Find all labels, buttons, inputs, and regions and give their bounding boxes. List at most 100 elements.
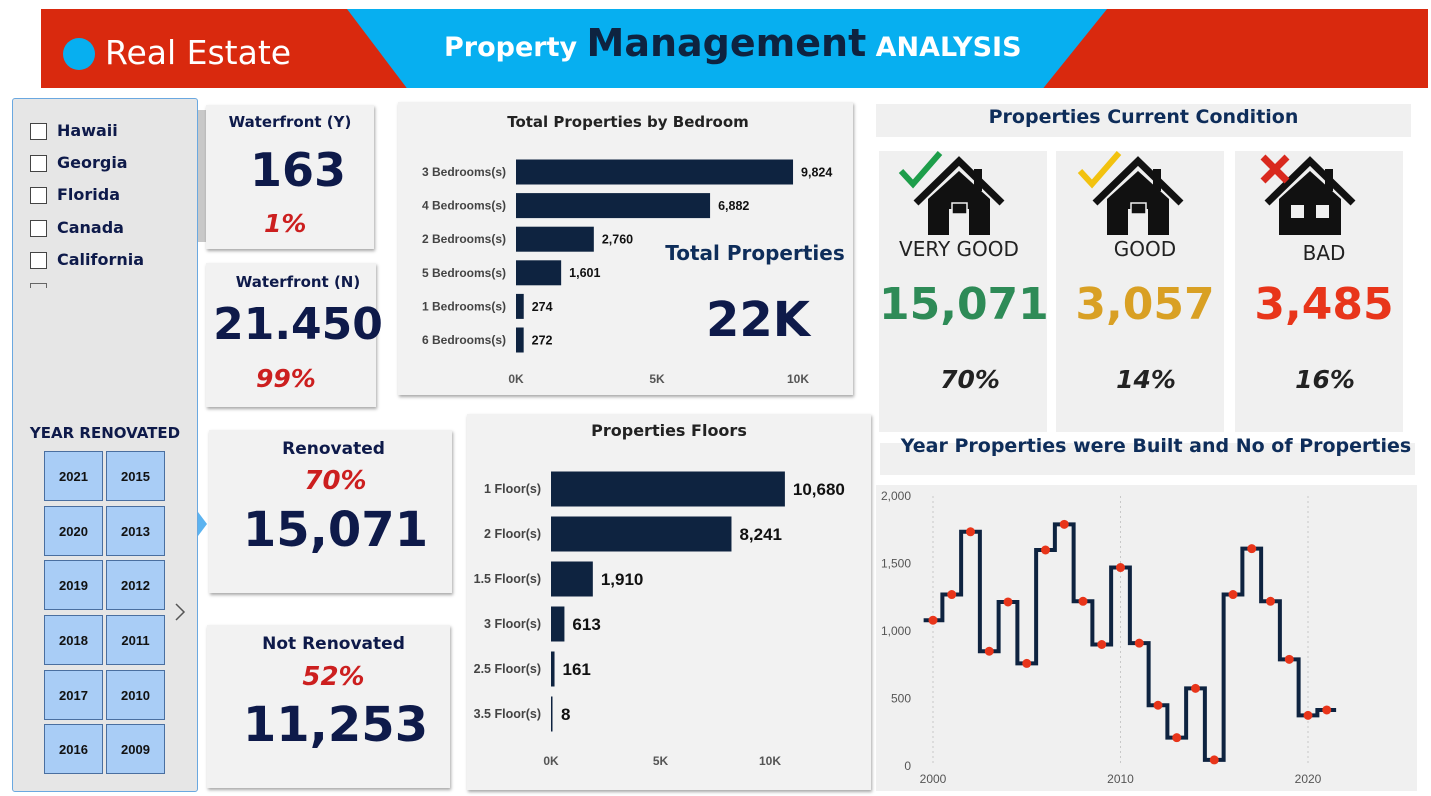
- checkbox[interactable]: [30, 220, 47, 237]
- data-point[interactable]: [1209, 755, 1219, 765]
- condition-value: 15,071: [879, 279, 1049, 330]
- kpi-renovated: Renovated 70% 15,071: [209, 430, 452, 593]
- x-tick-label: 5K: [649, 372, 665, 386]
- year-button-2017[interactable]: 2017: [44, 670, 103, 720]
- year-button-2012[interactable]: 2012: [106, 560, 165, 610]
- checkbox[interactable]: [30, 252, 47, 269]
- sign: [951, 202, 968, 215]
- bar[interactable]: [551, 561, 593, 597]
- data-point[interactable]: [1191, 683, 1200, 693]
- bedroom-bar-chart: 3 Bedrooms(s) 9,824 4 Bedrooms(s) 6,882 2 Be…: [422, 159, 832, 386]
- year-button-2009[interactable]: 2009: [106, 724, 165, 774]
- data-label: 6,882: [718, 199, 749, 213]
- checkbox[interactable]: [30, 123, 47, 140]
- panel-scrollbar[interactable]: [198, 110, 206, 242]
- data-label: 9,824: [801, 165, 832, 179]
- x-tick-label: 2000: [920, 772, 947, 786]
- bar[interactable]: [516, 327, 524, 353]
- category-label: 2 Bedrooms(s): [422, 232, 506, 246]
- chimney: [1153, 169, 1161, 191]
- condition-percent: 70%: [940, 365, 1000, 394]
- data-point[interactable]: [1022, 658, 1032, 668]
- bar[interactable]: [516, 293, 524, 319]
- bar[interactable]: [551, 696, 553, 732]
- data-label: 161: [563, 660, 591, 679]
- page-title: Property Management ANALYSIS: [444, 21, 1022, 65]
- data-point[interactable]: [984, 646, 994, 656]
- bar[interactable]: [516, 260, 562, 286]
- data-point[interactable]: [1003, 597, 1013, 607]
- x-tick-label: 2010: [1107, 772, 1134, 786]
- year-button-2016[interactable]: 2016: [44, 724, 103, 774]
- data-point[interactable]: [1284, 654, 1294, 664]
- year-button-2011[interactable]: 2011: [106, 615, 165, 665]
- bar[interactable]: [551, 606, 565, 642]
- chevron-right-icon[interactable]: [172, 600, 188, 624]
- data-point[interactable]: [1153, 700, 1163, 710]
- data-point[interactable]: [1059, 519, 1069, 529]
- data-point[interactable]: [1266, 596, 1275, 606]
- condition-label: BAD: [1302, 241, 1346, 265]
- data-label: 8,241: [739, 525, 782, 544]
- data-point[interactable]: [966, 527, 975, 537]
- kpi-value: 21.450: [213, 299, 383, 350]
- condition-value: 3,485: [1254, 279, 1394, 330]
- data-point[interactable]: [1041, 545, 1050, 555]
- year-button-2018[interactable]: 2018: [44, 615, 103, 665]
- total-properties-label: Total Properties: [665, 241, 845, 265]
- data-label: 8: [561, 705, 570, 724]
- data-point[interactable]: [1116, 563, 1125, 573]
- bedroom-chart-card: Total Properties by Bedroom 3 Bedrooms(s…: [398, 102, 853, 395]
- house-icon: [1077, 151, 1184, 235]
- condition-label: GOOD: [1113, 237, 1177, 261]
- bar[interactable]: [516, 193, 711, 219]
- data-point[interactable]: [1078, 596, 1088, 606]
- bar[interactable]: [551, 516, 732, 552]
- kpi-title: Waterfront (Y): [228, 113, 352, 131]
- data-point[interactable]: [1097, 640, 1107, 649]
- condition-percent: 16%: [1295, 365, 1355, 394]
- y-tick-label: 0: [904, 759, 911, 773]
- data-label: 2,760: [602, 233, 633, 247]
- year-button-2015[interactable]: 2015: [106, 451, 165, 501]
- kpi-value: 163: [249, 143, 347, 197]
- data-label: 613: [572, 615, 600, 634]
- data-point[interactable]: [947, 590, 957, 600]
- data-label: 1,910: [601, 570, 644, 589]
- state-label: Florida: [57, 185, 121, 204]
- year-button-2019[interactable]: 2019: [44, 560, 103, 610]
- year-grid: 2021 2015 2020 2013 2019 2012 2018 2011 …: [44, 451, 168, 775]
- checkbox[interactable]: [30, 187, 47, 204]
- data-label: 1,601: [569, 266, 600, 280]
- bar[interactable]: [551, 651, 555, 687]
- house-icon: [1260, 154, 1356, 235]
- bar[interactable]: [551, 471, 785, 507]
- data-point[interactable]: [1247, 544, 1257, 554]
- year-button-2021[interactable]: 2021: [44, 451, 103, 501]
- state-label: Canada: [57, 218, 124, 237]
- house-icon: [898, 151, 1005, 235]
- year-button-2010[interactable]: 2010: [106, 670, 165, 720]
- data-point[interactable]: [1228, 590, 1238, 600]
- data-point[interactable]: [1322, 705, 1332, 715]
- filter-panel: [12, 98, 198, 792]
- year-button-2013[interactable]: 2013: [106, 506, 165, 556]
- category-label: 1 Bedrooms(s): [422, 299, 506, 313]
- floors-chart-card: Properties Floors 1 Floor(s) 10,680 2 Floo…: [467, 414, 871, 790]
- page-title-post: ANALYSIS: [866, 32, 1022, 63]
- data-point[interactable]: [1134, 638, 1144, 648]
- state-label: California: [57, 250, 145, 269]
- year-built-line-chart: 0 500 1,000 1,500 2,000 2000 2010 2020: [881, 489, 1337, 786]
- data-point[interactable]: [928, 615, 938, 625]
- floors-chart-title: Properties Floors: [591, 421, 747, 440]
- checkbox[interactable]: [30, 155, 47, 172]
- bar[interactable]: [516, 159, 794, 185]
- bar[interactable]: [516, 226, 594, 252]
- y-tick-label: 1,000: [881, 624, 911, 638]
- condition-percent: 14%: [1116, 365, 1176, 394]
- condition-value: 3,057: [1075, 279, 1215, 330]
- condition-card-very-good: VERY GOOD 15,071 70%: [879, 151, 1049, 432]
- data-point[interactable]: [1172, 733, 1182, 743]
- year-button-2020[interactable]: 2020: [44, 506, 103, 556]
- data-point[interactable]: [1303, 710, 1313, 720]
